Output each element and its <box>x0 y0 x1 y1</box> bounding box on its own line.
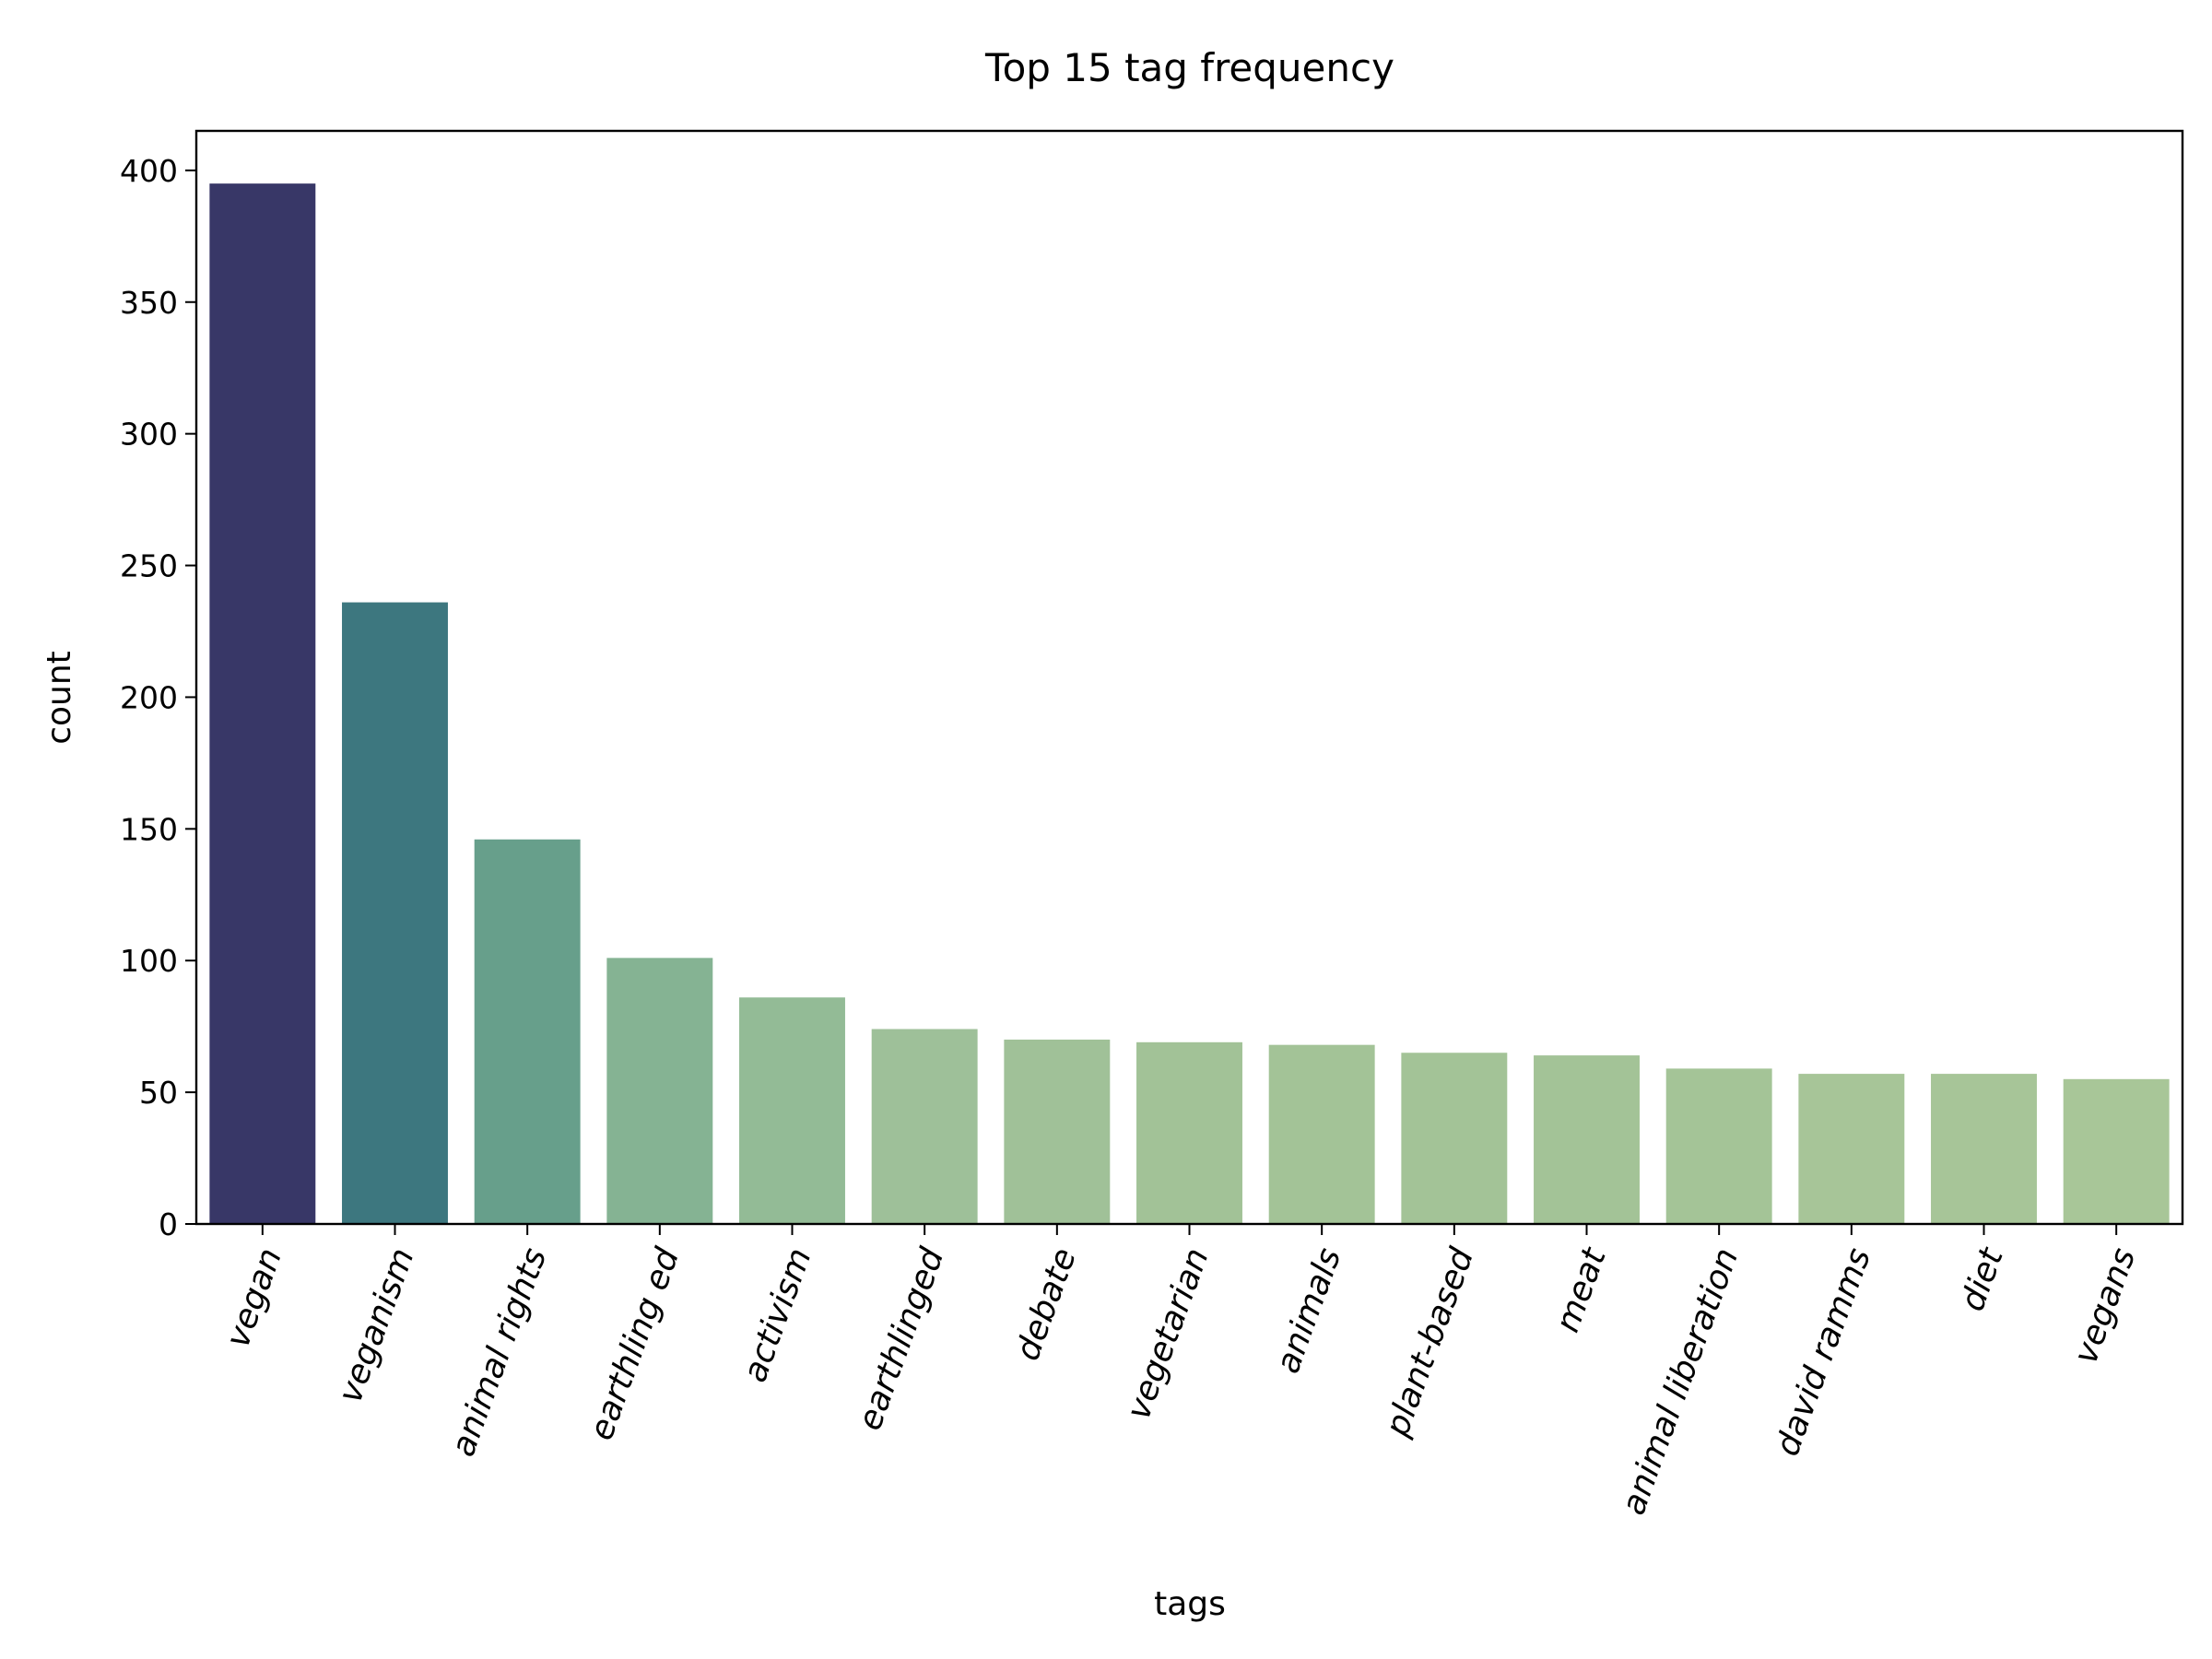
bar-earthling-ed <box>606 958 713 1224</box>
bar-animal-rights <box>474 839 581 1224</box>
bar-vegetarian <box>1136 1041 1242 1224</box>
bars <box>209 183 2170 1224</box>
y-tick-label: 50 <box>139 1075 178 1111</box>
y-tick-label: 100 <box>120 943 178 979</box>
plot-area-frame <box>194 129 2184 1226</box>
bar-diet <box>1931 1074 2037 1224</box>
bar-veganism <box>342 602 448 1224</box>
bar-earthlinged <box>871 1029 978 1224</box>
bar-vegan <box>209 183 316 1224</box>
bar-debate <box>1004 1039 1111 1224</box>
bar-animal-liberation <box>1665 1068 1772 1224</box>
bar-david-ramms <box>1798 1074 1905 1224</box>
bar-activism <box>739 997 845 1224</box>
y-tick-label: 400 <box>120 153 178 189</box>
y-tick-label: 0 <box>159 1206 178 1242</box>
y-tick-label: 350 <box>120 285 178 321</box>
y-tick-label: 300 <box>120 417 178 453</box>
y-tick-label: 200 <box>120 679 178 715</box>
bar-vegans <box>2063 1078 2170 1224</box>
y-axis-label: count <box>41 651 78 745</box>
y-tick-label: 150 <box>120 811 178 847</box>
y-tick-label: 250 <box>120 548 178 584</box>
bar-animals <box>1268 1044 1375 1224</box>
bar-plant-based <box>1401 1053 1508 1224</box>
chart-title: Top 15 tag frequency <box>984 45 1394 90</box>
x-axis-label: tags <box>1154 1585 1226 1623</box>
bar-meat <box>1534 1055 1640 1224</box>
y-axis-ticks: 0 50 100 150 200 250 300 350 400 <box>120 153 196 1242</box>
